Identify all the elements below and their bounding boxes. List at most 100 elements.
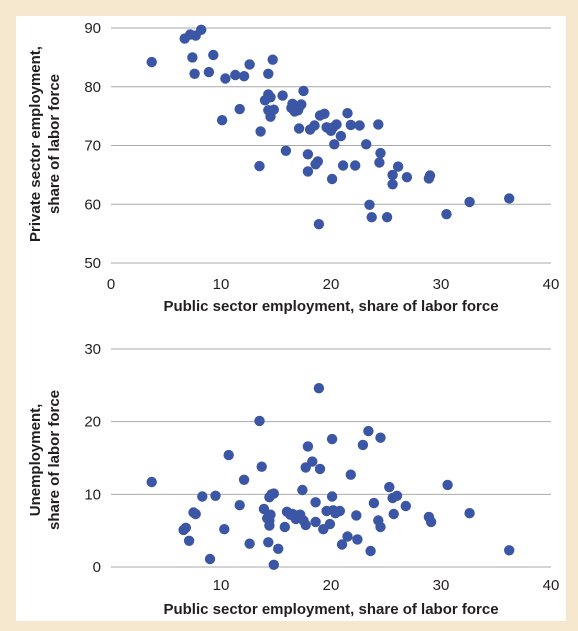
data-point: [196, 24, 207, 35]
data-point: [219, 524, 230, 535]
data-point: [313, 383, 325, 394]
data-point: [300, 519, 311, 531]
data-point: [363, 425, 374, 437]
data-point: [208, 49, 219, 61]
data-point: [238, 71, 250, 82]
data-point: [244, 538, 255, 549]
data-point: [216, 115, 228, 126]
data-point: [244, 59, 255, 70]
data-point: [302, 149, 314, 160]
y-tick-label: 0: [93, 559, 101, 576]
y-axis-title-line2: share of labor force: [46, 74, 63, 214]
data-point: [309, 120, 320, 131]
data-point: [504, 545, 515, 556]
y-tick-label: 60: [84, 196, 101, 213]
data-point: [334, 505, 345, 517]
data-point: [230, 69, 241, 81]
data-point: [310, 497, 321, 508]
y-tick-label: 20: [84, 414, 101, 431]
data-point: [350, 160, 361, 171]
data-point: [220, 73, 231, 84]
data-point: [400, 500, 411, 512]
data-point: [329, 139, 340, 150]
data-point: [326, 491, 338, 502]
data-point: [464, 508, 475, 519]
data-point: [277, 90, 288, 101]
data-point: [197, 491, 208, 502]
data-point: [310, 516, 321, 528]
data-point: [307, 456, 318, 467]
y-tick-label: 70: [84, 138, 101, 155]
data-point: [336, 539, 348, 550]
private-vs-public-chart: 50 60 70 80 90 0 10 20 30 40 Public sector employ…: [27, 20, 559, 315]
data-point: [342, 108, 353, 119]
data-point: [387, 179, 398, 190]
data-point: [279, 521, 290, 533]
data-point: [387, 169, 398, 181]
data-point: [204, 553, 216, 565]
data-point: [298, 85, 309, 97]
data-point: [388, 508, 399, 520]
y-axis-title-line1: Unemployment,: [27, 404, 44, 517]
data-point: [375, 147, 386, 159]
data-point: [361, 139, 372, 150]
data-point: [375, 432, 386, 443]
data-point: [146, 476, 157, 488]
data-point: [373, 119, 384, 130]
data-point: [464, 196, 475, 208]
data-point: [263, 68, 274, 80]
y-tick-label: 10: [84, 486, 101, 503]
data-point: [293, 123, 305, 134]
data-point: [368, 497, 380, 509]
data-point: [352, 534, 363, 545]
data-point: [424, 170, 436, 181]
data-point: [425, 516, 437, 528]
data-point: [392, 161, 404, 172]
data-point: [441, 209, 452, 220]
data-point: [335, 130, 347, 142]
x-tick-label: 10: [213, 276, 230, 293]
x-tick-label: 40: [543, 577, 560, 594]
data-point: [314, 463, 326, 475]
data-point: [401, 172, 413, 183]
data-point: [188, 507, 199, 518]
data-point: [238, 474, 250, 485]
data-point: [254, 160, 265, 172]
data-point: [293, 102, 305, 113]
data-point: [254, 415, 265, 427]
data-point: [328, 122, 339, 133]
x-axis-title: Public sector employment, share of labor…: [163, 601, 498, 618]
data-point: [366, 212, 377, 223]
y-axis-title-line2: share of labor force: [46, 390, 63, 530]
data-point: [263, 89, 274, 100]
data-point: [442, 479, 453, 491]
unemployment-vs-public-chart: 0 10 20 30 10 20 30 40 Public sector employment…: [27, 341, 559, 618]
data-point: [256, 461, 267, 472]
x-tick-label: 30: [433, 577, 450, 594]
data-point: [384, 481, 395, 493]
data-point: [223, 449, 234, 461]
data-point: [255, 126, 266, 137]
data-point: [374, 157, 385, 168]
data-point: [210, 490, 221, 501]
y-tick-label: 80: [84, 79, 101, 96]
data-point: [326, 173, 338, 185]
data-point: [273, 543, 284, 554]
data-point: [268, 559, 279, 570]
data-point: [314, 110, 326, 121]
data-point: [266, 489, 277, 500]
data-point: [354, 120, 365, 131]
data-point: [263, 537, 274, 548]
data-point: [391, 490, 403, 501]
x-tick-label: 30: [433, 276, 450, 293]
data-point: [234, 103, 245, 115]
data-point: [375, 521, 386, 533]
data-point: [313, 219, 325, 230]
data-point: [365, 545, 376, 557]
data-point: [189, 68, 200, 80]
data-point: [297, 484, 308, 496]
y-tick-label: 90: [84, 20, 101, 37]
data-point: [187, 52, 198, 63]
x-tick-label: 20: [323, 276, 340, 293]
